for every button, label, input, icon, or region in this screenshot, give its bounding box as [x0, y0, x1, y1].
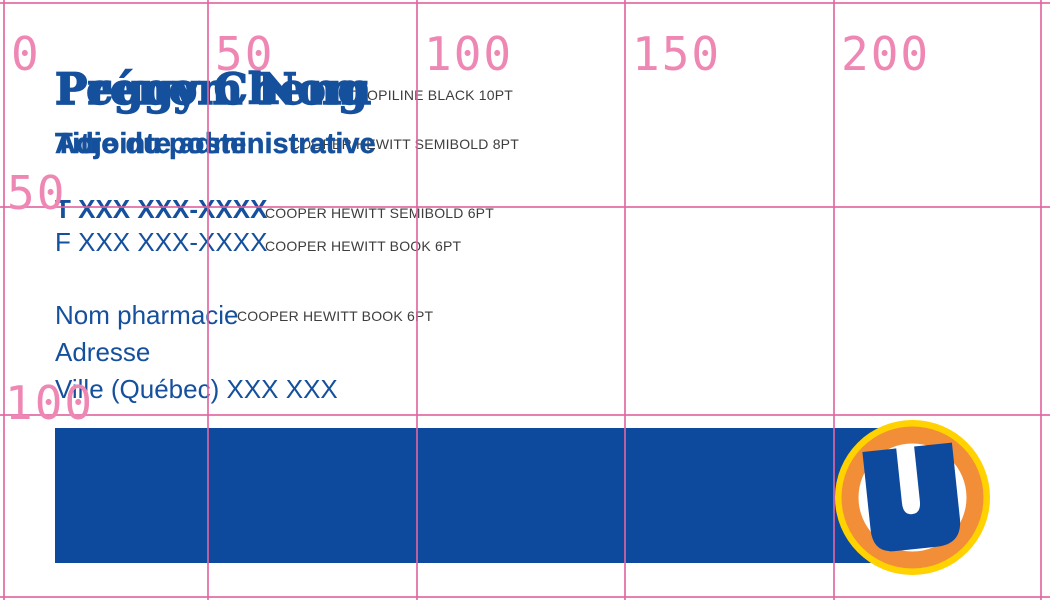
grid-vline-0	[3, 0, 5, 600]
city-postal-text: Ville (Québec) XXX XXX	[55, 374, 338, 404]
font-spec-label-phone: COOPER HEWITT SEMIBOLD 6PT	[265, 205, 494, 221]
ruler-col-label-200: 200	[841, 27, 931, 81]
font-spec-label-pharmacy: COOPER HEWITT BOOK 6PT	[237, 308, 434, 324]
phone-number-text: T XXX XXX-XXXX	[55, 194, 268, 224]
font-spec-label-title: COOPER HEWITT SEMIBOLD 8PT	[290, 136, 519, 152]
grid-hline-bottom-edge	[0, 596, 1050, 598]
fax-number-text: F XXX XXX-XXXX	[55, 227, 268, 257]
font-spec-label-name: TROPILINE BLACK 10PT	[348, 87, 514, 103]
brand-color-bar	[55, 428, 903, 563]
ruler-col-label-0: 0	[11, 27, 41, 81]
uniprix-logo-icon	[835, 420, 990, 575]
font-spec-label-fax: COOPER HEWITT BOOK 6PT	[265, 238, 462, 254]
title-example-text: Adjointe administrative	[55, 128, 376, 160]
address-text: Adresse	[55, 337, 151, 367]
grid-hline-100	[0, 414, 1050, 416]
ruler-col-label-100: 100	[424, 27, 514, 81]
name-placeholder-text: Prénom Nom	[54, 65, 372, 115]
ruler-col-label-150: 150	[632, 27, 722, 81]
name-example-text: Peggy Cheng	[54, 65, 368, 115]
grid-vline-right-edge	[1040, 0, 1042, 600]
title-placeholder-text: Titre du poste	[55, 128, 247, 160]
grid-hline-0	[0, 2, 1050, 4]
pharmacy-name-text: Nom pharmacie	[55, 300, 239, 330]
